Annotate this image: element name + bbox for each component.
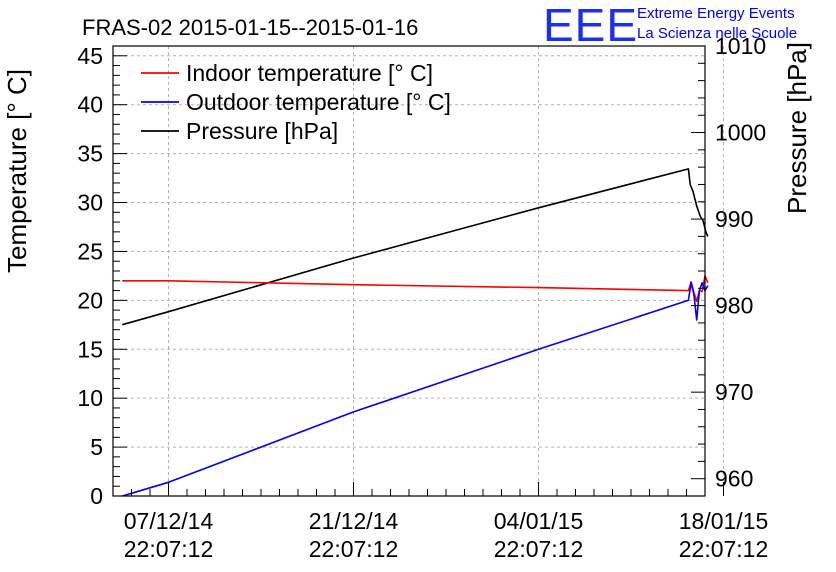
x-tick-time: 22:07:12 [494,536,584,562]
legend-label: Indoor temperature [° C] [186,60,433,86]
logo-line-2: La Scienza nelle Scuole [637,25,798,42]
series-line-outdoor [122,281,709,497]
plot-frame [113,46,705,496]
legend-label: Pressure [hPa] [186,118,338,144]
y-tick-label: 20 [77,287,103,313]
y2-axis-label: Pressure [hPa] [782,42,812,214]
y-axis-label: Temperature [° C] [2,69,32,273]
y-tick-label: 40 [77,92,103,118]
y-tick-label: 0 [90,483,103,509]
x-tick-date: 18/01/15 [679,508,769,534]
eee-logo-mark: EEE [543,0,639,51]
y2-tick-label: 990 [715,206,753,232]
right-axis: 960 970 980 990 1000 1010 [691,33,766,492]
x-tick-time: 22:07:12 [679,536,769,562]
y-tick-label: 5 [90,434,103,460]
logo-line-1: Extreme Energy Events [637,5,795,22]
data-series [122,168,709,497]
y-tick-label: 30 [77,190,103,216]
y-tick-label: 15 [77,336,103,362]
y-tick-label: 10 [77,385,103,411]
y2-tick-label: 960 [715,466,753,492]
x-tick-time: 22:07:12 [124,536,214,562]
x-tick-date: 07/12/14 [124,508,214,534]
y2-tick-label: 1010 [715,33,766,59]
x-tick-time: 22:07:12 [309,536,399,562]
y-tick-label: 35 [77,141,103,167]
y-tick-label: 25 [77,238,103,264]
x-tick-date: 04/01/15 [494,508,584,534]
x-tick-date: 21/12/14 [309,508,399,534]
y2-tick-label: 980 [715,293,753,319]
y-tick-label: 45 [77,43,103,69]
grid-lines [113,46,724,497]
eee-logo: EEE Extreme Energy Events La Scienza nel… [543,0,833,51]
y2-tick-label: 970 [715,379,753,405]
y2-tick-label: 1000 [715,120,766,146]
legend-label: Outdoor temperature [° C] [186,89,451,115]
x-axis: 07/12/1422:07:1221/12/1422:07:1204/01/15… [112,482,769,562]
legend: Indoor temperature [° C] Outdoor temperat… [141,60,451,144]
chart-title: FRAS-02 2015-01-15--2015-01-16 [82,15,418,40]
series-line-pressure [122,168,709,326]
left-axis: 0 5 10 15 20 25 30 35 40 45 [77,43,127,509]
